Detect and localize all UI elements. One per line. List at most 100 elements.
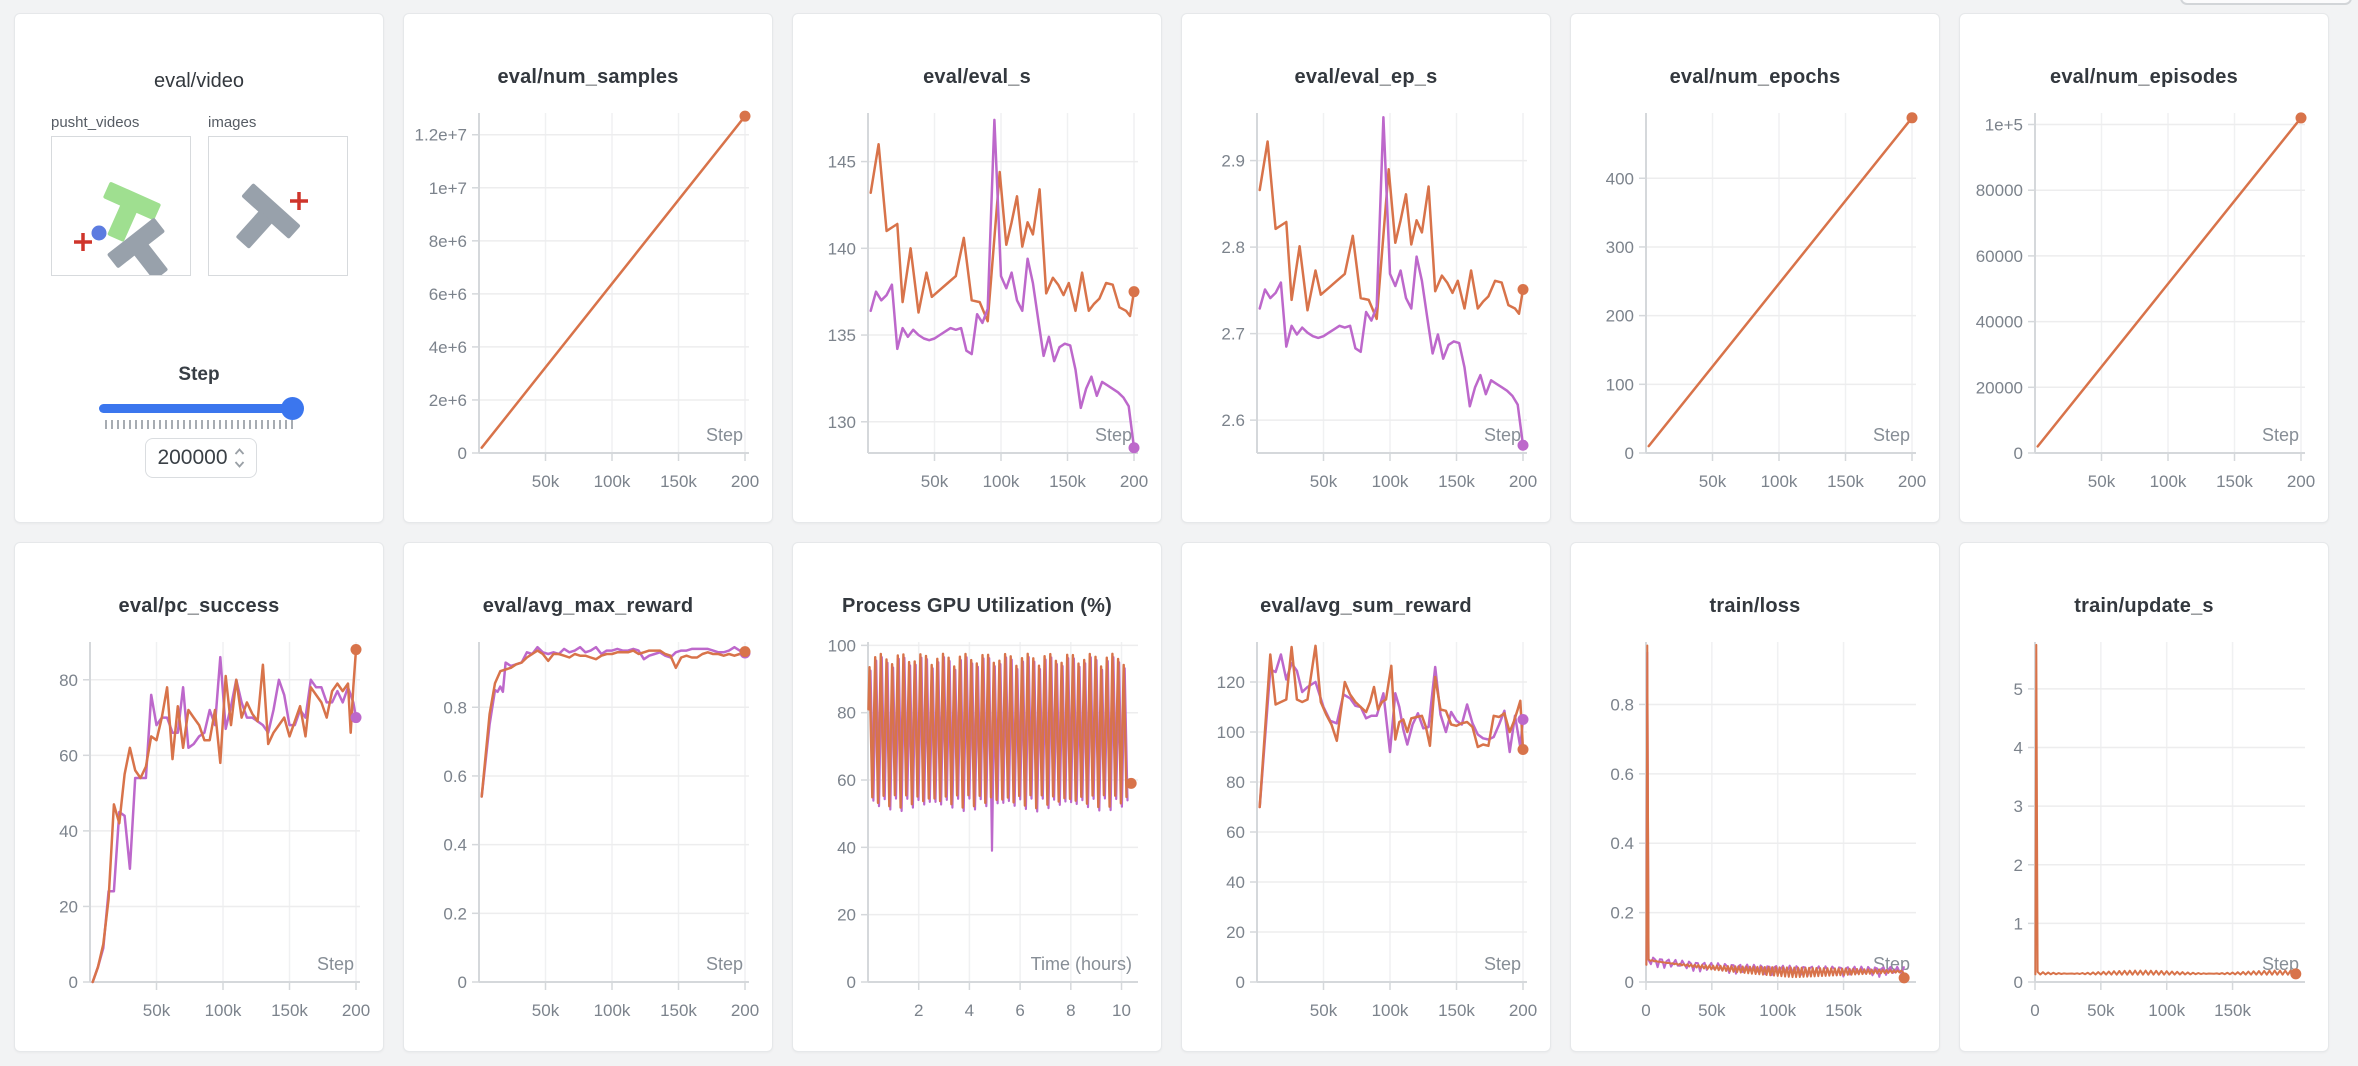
svg-text:100: 100 — [1217, 723, 1245, 742]
svg-text:50k: 50k — [532, 1001, 560, 1020]
video-thumbnail-images[interactable] — [208, 136, 348, 276]
svg-text:50k: 50k — [532, 472, 560, 491]
svg-text:100: 100 — [1606, 375, 1634, 394]
chart-title: Process GPU Utilization (%) — [842, 595, 1112, 617]
svg-text:40: 40 — [59, 822, 78, 841]
svg-text:100k: 100k — [983, 472, 1020, 491]
svg-text:60: 60 — [837, 771, 856, 790]
svg-text:6: 6 — [1015, 1001, 1024, 1020]
svg-text:0: 0 — [2030, 1001, 2039, 1020]
svg-text:120: 120 — [1217, 673, 1245, 692]
pusht-scene-icon — [74, 182, 168, 281]
chart-canvas-process-gpu-utilization[interactable]: 0 20 40 60 80 100 2 4 6 8 10 Time (hours) — [804, 630, 1150, 1038]
svg-text:Step: Step — [1873, 425, 1910, 445]
svg-text:1.2e+7: 1.2e+7 — [415, 126, 467, 145]
svg-text:50k: 50k — [143, 1001, 171, 1020]
chart-title: eval/eval_s — [923, 66, 1031, 88]
svg-text:2.9: 2.9 — [1221, 152, 1245, 171]
svg-text:0.8: 0.8 — [1610, 695, 1634, 714]
svg-text:20000: 20000 — [1976, 378, 2023, 397]
step-slider-label: Step — [178, 364, 220, 385]
panel-process-gpu-utilization[interactable]: Process GPU Utilization (%) 0 20 40 60 80 100… — [792, 542, 1162, 1052]
svg-text:Time (hours): Time (hours) — [1031, 954, 1132, 974]
panel-eval-pc-success[interactable]: eval/pc_success 0 20 40 60 80 50k 100k 150k 200 S… — [14, 542, 384, 1052]
svg-text:Step: Step — [706, 425, 743, 445]
chart-canvas-eval-eval-ep-s[interactable]: 2.6 2.7 2.8 2.9 50k 100k 150k 200 Step — [1193, 101, 1539, 509]
svg-text:Step: Step — [706, 954, 743, 974]
panel-eval-avg-sum-reward[interactable]: eval/avg_sum_reward 0 20 40 60 80 100 120 50k 10… — [1181, 542, 1551, 1052]
panel-eval-eval-ep-s[interactable]: eval/eval_ep_s 2.6 2.7 2.8 2.9 50k 100k 150k 20… — [1181, 13, 1551, 523]
chart-canvas-eval-pc-success[interactable]: 0 20 40 60 80 50k 100k 150k 200 Step — [26, 630, 372, 1038]
svg-text:0: 0 — [1641, 1001, 1650, 1020]
svg-text:6e+6: 6e+6 — [429, 285, 467, 304]
panel-train-update-s[interactable]: train/update_s 0 1 2 3 4 5 0 50k 100k 150k Step — [1959, 542, 2329, 1052]
step-slider-track[interactable] — [99, 404, 301, 413]
svg-text:2.8: 2.8 — [1221, 238, 1245, 257]
svg-text:0: 0 — [69, 973, 78, 992]
svg-text:200: 200 — [1898, 472, 1926, 491]
svg-text:150k: 150k — [1825, 1001, 1862, 1020]
chart-canvas-eval-eval-s[interactable]: 130 135 140 145 50k 100k 150k 200 Step — [804, 101, 1150, 509]
panel-eval-video: eval/video pusht_videos images — [14, 13, 384, 523]
svg-text:0.2: 0.2 — [1610, 904, 1634, 923]
svg-text:100k: 100k — [1761, 472, 1798, 491]
svg-text:150k: 150k — [2214, 1001, 2251, 1020]
svg-text:150k: 150k — [660, 1001, 697, 1020]
svg-text:Step: Step — [2262, 425, 2299, 445]
panel-eval-eval-s[interactable]: eval/eval_s 130 135 140 145 50k 100k 150k 200 St… — [792, 13, 1162, 523]
chart-title: eval/eval_ep_s — [1294, 66, 1438, 88]
svg-text:130: 130 — [828, 413, 856, 432]
svg-text:Step: Step — [1484, 954, 1521, 974]
step-number-input[interactable]: 200000 — [145, 438, 257, 478]
chart-canvas-eval-num-epochs[interactable]: 0 100 200 300 400 50k 100k 150k 200 Step — [1582, 101, 1928, 509]
chart-title: eval/num_episodes — [2050, 66, 2238, 88]
goal-cross-icon — [290, 192, 308, 210]
svg-text:80000: 80000 — [1976, 181, 2023, 200]
chart-canvas-train-update-s[interactable]: 0 1 2 3 4 5 0 50k 100k 150k Step — [1971, 630, 2317, 1038]
panel-eval-num-episodes[interactable]: eval/num_episodes 0 20000 40000 60000 80000 1… — [1959, 13, 2329, 523]
svg-text:100k: 100k — [2150, 472, 2187, 491]
stepper-chevrons-icon[interactable] — [234, 447, 245, 469]
chart-title: train/update_s — [2074, 595, 2214, 617]
svg-text:50k: 50k — [2088, 472, 2116, 491]
clipped-toolbar-control[interactable] — [2180, 0, 2352, 5]
svg-text:20: 20 — [837, 906, 856, 925]
svg-text:Step: Step — [1484, 425, 1521, 445]
svg-text:80: 80 — [59, 671, 78, 690]
svg-text:80: 80 — [1226, 773, 1245, 792]
svg-text:200: 200 — [731, 1001, 759, 1020]
panel-train-loss[interactable]: train/loss 0 0.2 0.4 0.6 0.8 0 50k 100k 150k Step — [1570, 542, 1940, 1052]
svg-text:150k: 150k — [1438, 472, 1475, 491]
panel-eval-num-epochs[interactable]: eval/num_epochs 0 100 200 300 400 50k 100k 150k… — [1570, 13, 1940, 523]
svg-text:0.4: 0.4 — [443, 836, 467, 855]
pusht-image-scene-icon — [236, 183, 308, 249]
chart-title: eval/num_epochs — [1669, 66, 1841, 88]
svg-text:50k: 50k — [921, 472, 949, 491]
svg-text:0: 0 — [2014, 444, 2023, 463]
goal-cross-icon — [74, 233, 92, 251]
chart-canvas-eval-avg-max-reward[interactable]: 0 0.2 0.4 0.6 0.8 50k 100k 150k 200 Step — [415, 630, 761, 1038]
step-value: 200000 — [157, 446, 228, 469]
video-thumbnail-pusht[interactable] — [51, 136, 191, 281]
svg-text:100k: 100k — [1372, 1001, 1409, 1020]
svg-text:20: 20 — [59, 897, 78, 916]
chart-title: eval/pc_success — [118, 595, 280, 617]
svg-text:Step: Step — [317, 954, 354, 974]
panel-eval-num-samples[interactable]: eval/num_samples 0 2e+6 4e+6 6e+6 8e+6 1e+7 1.… — [403, 13, 773, 523]
chart-canvas-eval-num-samples[interactable]: 0 2e+6 4e+6 6e+6 8e+6 1e+7 1.2e+7 50k 100k 150k 20… — [415, 101, 761, 509]
svg-text:60000: 60000 — [1976, 247, 2023, 266]
svg-text:Step: Step — [2262, 954, 2299, 974]
svg-text:4: 4 — [965, 1001, 974, 1020]
media-caption-pusht-videos: pusht_videos — [51, 114, 140, 131]
svg-text:0: 0 — [1236, 973, 1245, 992]
svg-text:2e+6: 2e+6 — [429, 391, 467, 410]
svg-text:5: 5 — [2014, 680, 2023, 699]
svg-text:200: 200 — [1606, 307, 1634, 326]
step-slider-knob[interactable] — [281, 397, 304, 420]
svg-text:50k: 50k — [1310, 1001, 1338, 1020]
chart-canvas-eval-avg-sum-reward[interactable]: 0 20 40 60 80 100 120 50k 100k 150k 200 Step — [1193, 630, 1539, 1038]
svg-text:1: 1 — [2014, 914, 2023, 933]
panel-eval-avg-max-reward[interactable]: eval/avg_max_reward 0 0.2 0.4 0.6 0.8 50k 100k… — [403, 542, 773, 1052]
chart-canvas-eval-num-episodes[interactable]: 0 20000 40000 60000 80000 1e+5 50k 100k 150k 200 S… — [1971, 101, 2317, 509]
